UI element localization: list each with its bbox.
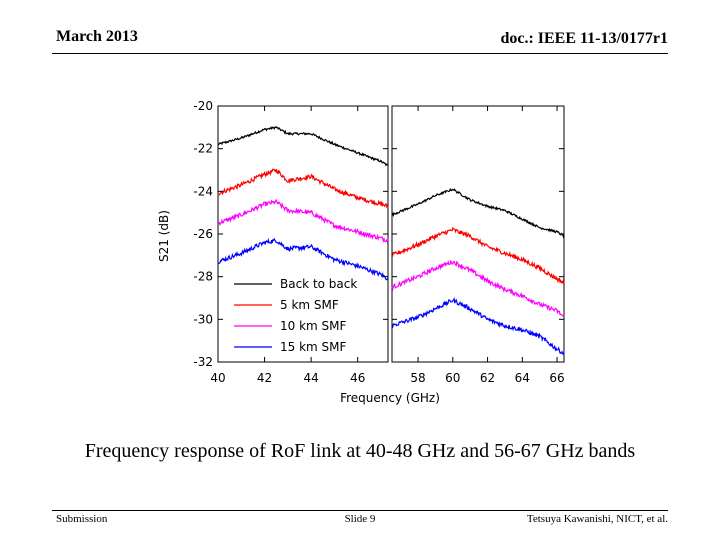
legend-label: 10 km SMF (280, 319, 347, 333)
x-tick-label: 46 (350, 371, 365, 385)
frequency-response-chart: 40 42 44 46 58 60 62 64 66-20-22-24-26-28-30-32 … (157, 99, 565, 405)
y-axis-label: S21 (dB) (157, 210, 171, 262)
x-tick-label: 62 (480, 371, 495, 385)
series-line-10-km-smf-panel-0 (217, 198, 389, 244)
series-line-15-km-smf-panel-0 (217, 237, 389, 281)
series-line-15-km-smf-panel-1 (391, 297, 565, 355)
legend: Back to back 5 km SMF 10 km SMF 15 km SMF (234, 277, 357, 354)
legend-label: Back to back (280, 277, 357, 291)
panel-frame-1 (391, 105, 565, 363)
series-line-10-km-smf-panel-1 (391, 260, 565, 317)
x-tick-label: 66 (549, 371, 564, 385)
y-tick-label: -26 (193, 227, 213, 241)
ticks-layer: 40 42 44 46 58 60 62 64 66 -20 -22 -24 -26 -28 -30 -32 (193, 99, 564, 385)
legend-label: 15 km SMF (280, 340, 347, 354)
y-tick-label: -28 (193, 270, 213, 284)
legend-label: 5 km SMF (280, 298, 339, 312)
x-axis-label: Frequency (GHz) (340, 391, 440, 405)
x-tick-label: 64 (515, 371, 530, 385)
x-tick-label: 40 (210, 371, 225, 385)
series-line-5-km-smf-panel-1 (391, 226, 565, 285)
footer-slide-number: Slide 9 (344, 513, 376, 525)
plot-frames (217, 105, 565, 363)
x-tick-label: 60 (445, 371, 460, 385)
series-line-back-to-back-panel-0 (217, 125, 389, 167)
x-tick-label: 42 (257, 371, 272, 385)
y-tick-label: -24 (193, 184, 213, 198)
footer-author: Tetsuya Kawanishi, NICT, et al. (526, 513, 668, 525)
y-tick-label: -30 (193, 312, 213, 326)
x-tick-label: 44 (304, 371, 319, 385)
footer-rule (52, 510, 668, 511)
series-line-back-to-back-panel-1 (391, 187, 565, 239)
header-rule (52, 53, 668, 54)
y-tick-label: -32 (193, 355, 213, 369)
y-tick-label: -20 (193, 99, 213, 113)
header-doc-id: doc.: IEEE 11-13/0177r1 (500, 30, 668, 47)
header-date: March 2013 (56, 28, 138, 45)
y-tick-label: -22 (193, 142, 213, 156)
figure-caption: Frequency response of RoF link at 40-48 … (84, 440, 636, 462)
series-line-5-km-smf-panel-0 (217, 168, 389, 209)
series-layer (217, 125, 565, 355)
footer-submission: Submission (56, 513, 108, 525)
x-tick-label: 58 (410, 371, 425, 385)
